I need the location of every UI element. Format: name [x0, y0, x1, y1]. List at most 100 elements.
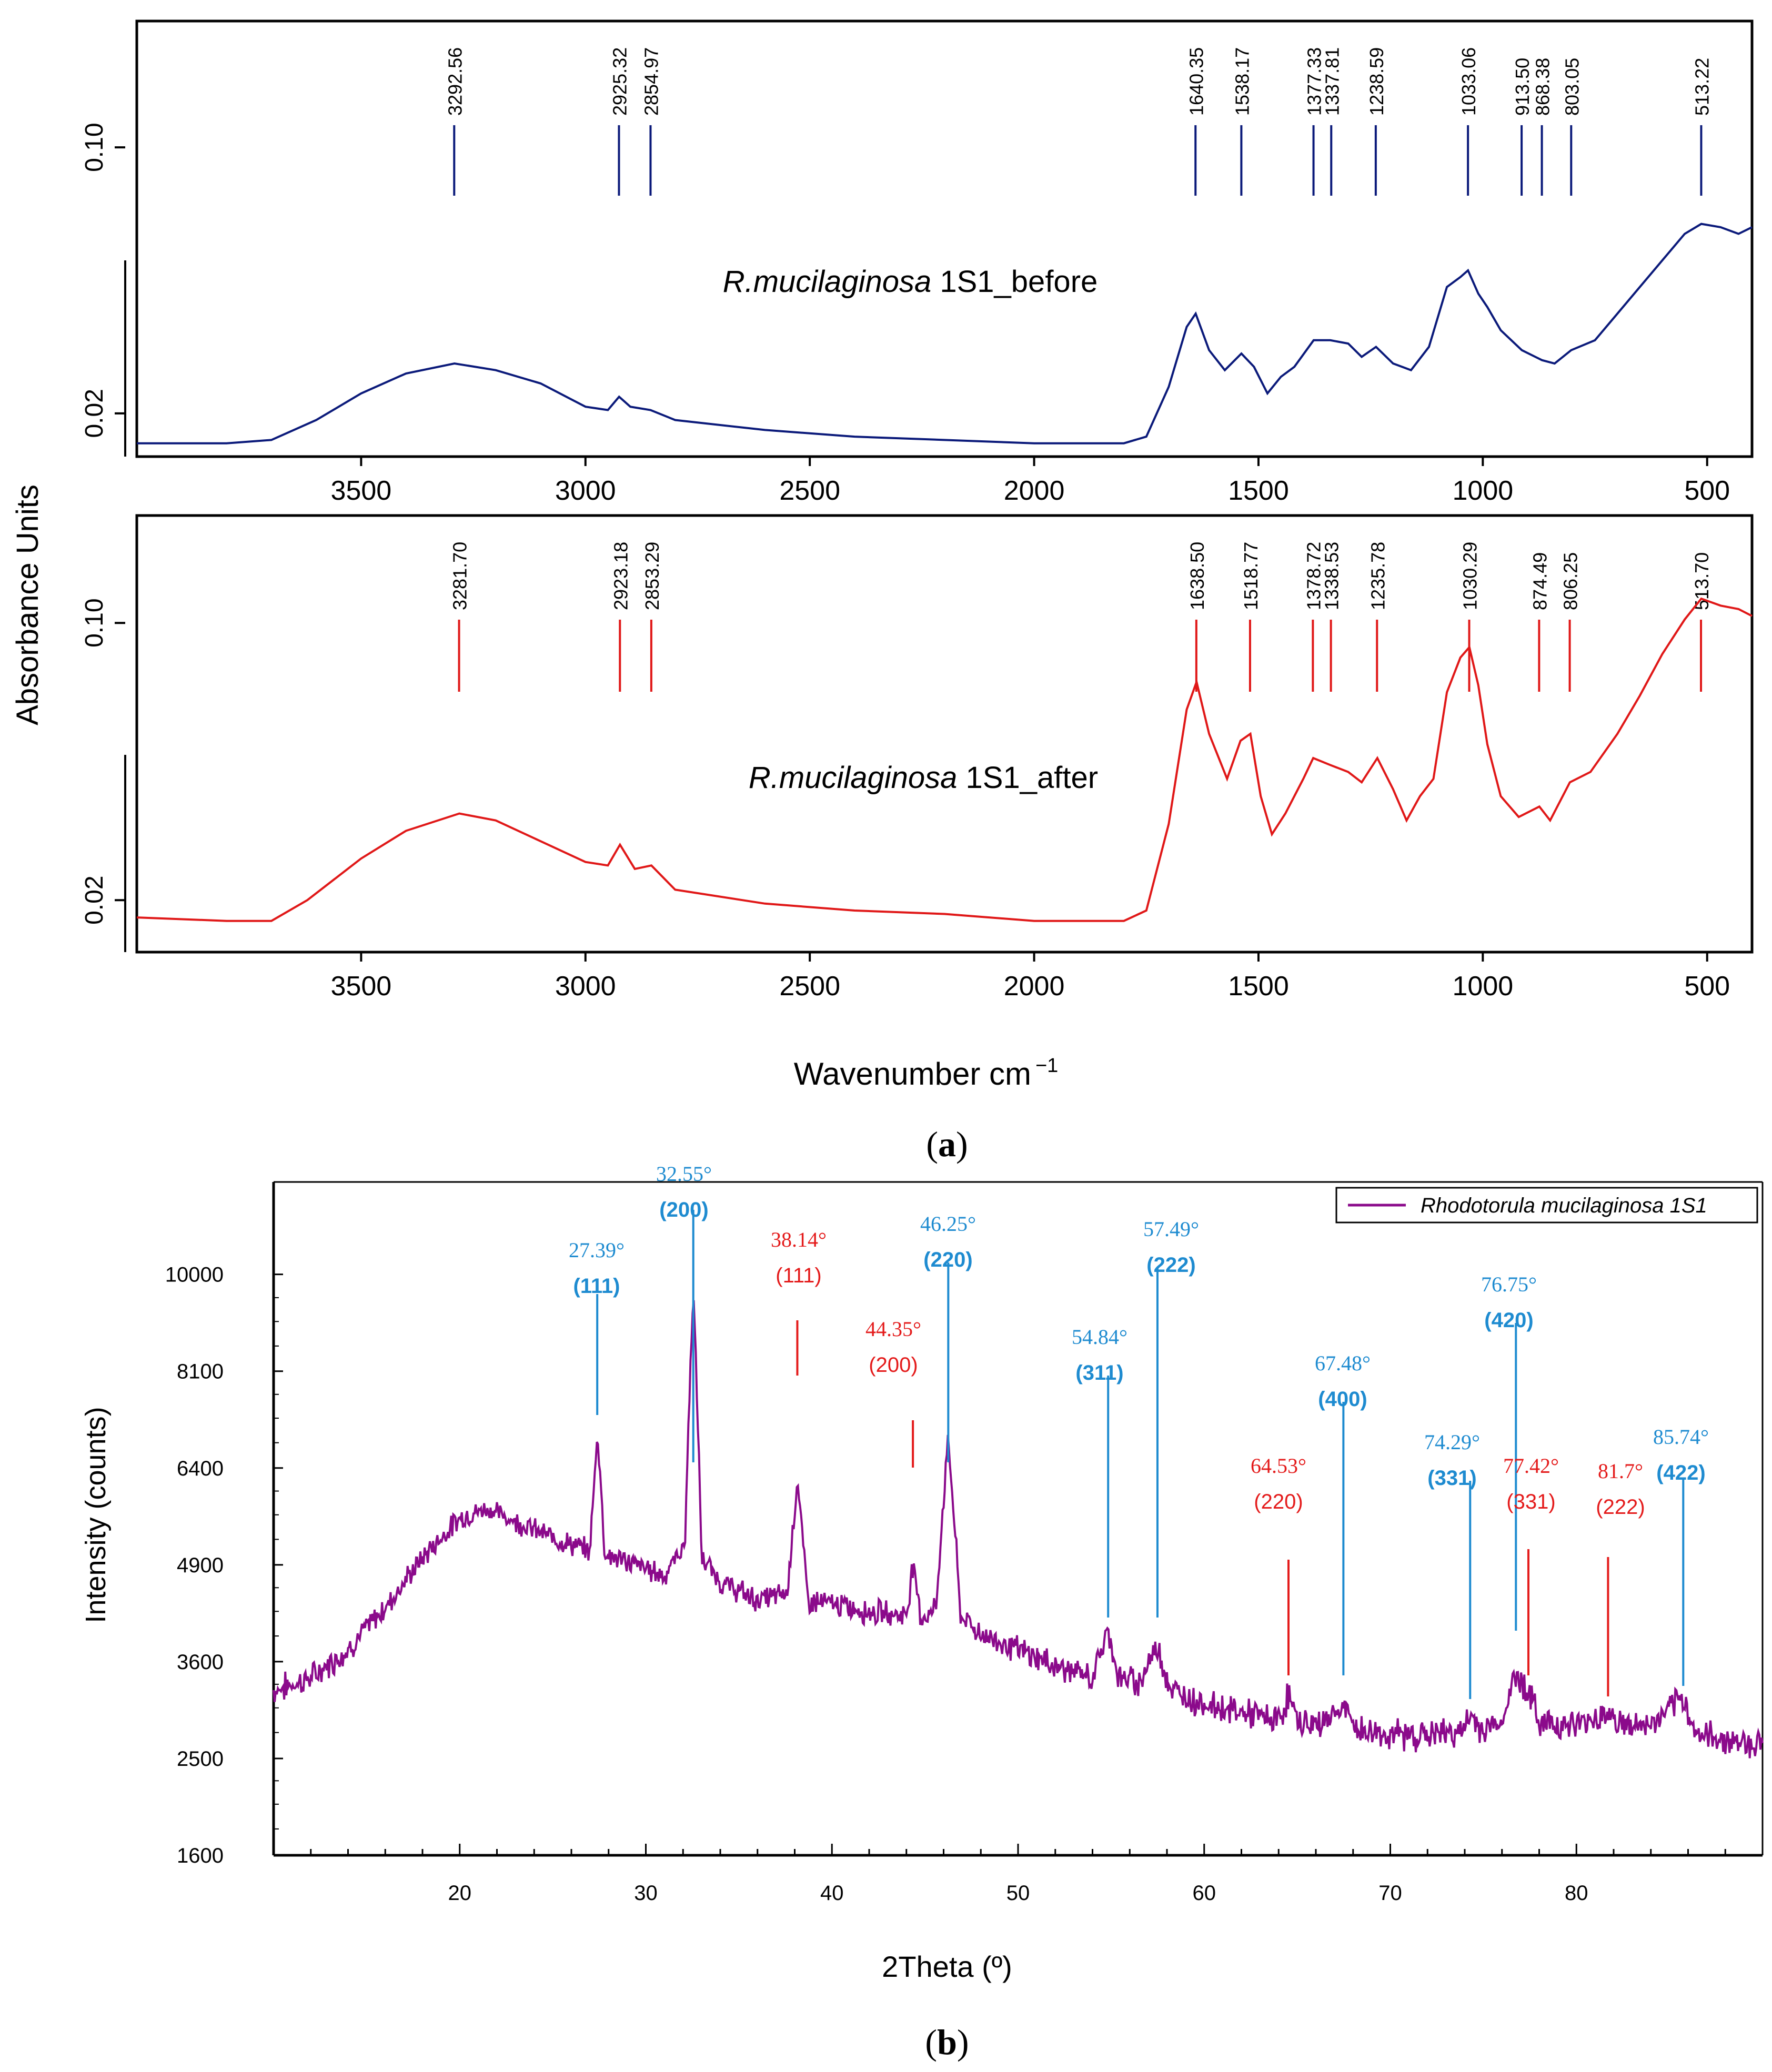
xrd-y-tick-label: 6400	[177, 1457, 224, 1480]
xrd-y-tick-label: 4900	[177, 1554, 224, 1577]
xrd-peak-hkl-label: (111)	[573, 1275, 620, 1298]
ftir-before-peak-label: 868.38	[1532, 58, 1554, 116]
xrd-y-tick-label: 3600	[177, 1651, 224, 1674]
ftir-after-y-tick-label: 0.10	[80, 598, 108, 647]
xrd-peak-hkl-label: (331)	[1506, 1490, 1555, 1513]
xrd-y-tick-label: 8100	[177, 1360, 224, 1383]
xrd-x-axis: 20 30 40 50 60 70 80	[310, 1844, 1726, 1905]
xrd-peak-hkl-label: (222)	[1596, 1495, 1645, 1519]
ftir-before-peak-label: 1238.59	[1366, 47, 1387, 116]
ftir-after-peak-label: 1030.29	[1459, 542, 1481, 610]
xrd-x-tick-label: 20	[448, 1882, 472, 1905]
xrd-peak-hkl-label: (200)	[869, 1353, 918, 1377]
xrd-x-tick-label: 40	[820, 1882, 844, 1905]
xrd-peak-angle-label: 27.39°	[569, 1238, 625, 1262]
xrd-peak-angle-label: 46.25°	[920, 1212, 976, 1236]
xrd-peak-hkl-label: (331)	[1427, 1467, 1476, 1490]
ftir-chart: 3500 3000 2500 2000 1500 1000 500 0.02 0.10 329…	[11, 19, 1754, 1164]
ftir-before-peak-label: 2854.97	[640, 47, 662, 116]
xrd-legend-box	[1335, 1187, 1758, 1224]
ftir-before-x-tick-label: 2000	[1004, 476, 1065, 506]
ftir-before-peak-label: 513.22	[1691, 58, 1713, 116]
ftir-after-x-tick-label: 2500	[779, 971, 840, 1002]
ftir-before-x-tick-label: 500	[1684, 476, 1730, 506]
ftir-after-peak-label: 1235.78	[1367, 542, 1388, 610]
ftir-after-peak-label: 1518.77	[1240, 542, 1262, 610]
ftir-x-axis-label: Wavenumber cm −1	[794, 1055, 1059, 1091]
ftir-after-x-tick-label: 1000	[1452, 971, 1513, 1002]
xrd-x-tick-label: 50	[1006, 1882, 1030, 1905]
ftir-after-peak-label: 1338.53	[1321, 542, 1343, 610]
ftir-after-x-tick-label: 1500	[1228, 971, 1289, 1002]
ftir-before-peak-markers: 3292.56 2925.32 2854.97 1640.35 1538.17 1377.…	[444, 47, 1713, 196]
xrd-peak-angle-label: 38.14°	[771, 1228, 827, 1251]
xrd-legend: Rhodotorula mucilaginosa 1S1	[1335, 1187, 1758, 1224]
xrd-peak-angle-label: 67.48°	[1315, 1351, 1371, 1375]
xrd-peak-hkl-label: (220)	[923, 1248, 972, 1271]
xrd-peak-hkl-label: (420)	[1484, 1309, 1533, 1332]
ftir-before-peak-label: 1337.81	[1321, 47, 1343, 116]
ftir-before-y-axis: 0.02 0.10	[80, 123, 126, 457]
ftir-after-x-tick-label: 3000	[555, 971, 616, 1002]
xrd-x-tick-label: 60	[1193, 1882, 1216, 1905]
ftir-after-peak-label: 1638.50	[1186, 542, 1208, 610]
ftir-after-peak-markers: 3281.70 2923.18 2853.29 1638.50 1518.77 1378.…	[449, 542, 1713, 692]
xrd-peak-labels: 27.39° (111) 32.55° (200) 38.14° (111) 44.35° (…	[569, 1162, 1709, 1699]
xrd-y-tick-label: 1600	[177, 1844, 224, 1867]
xrd-peak-hkl-label: (311)	[1075, 1361, 1123, 1384]
ftir-before-x-axis: 3500 3000 2500 2000 1500 1000 500	[331, 457, 1730, 506]
xrd-chart: 20 30 40 50 60 70 80 1600250036004900640081001…	[80, 1162, 1764, 2062]
xrd-peak-angle-label: 81.7°	[1598, 1459, 1643, 1483]
ftir-before-y-tick-label: 0.02	[80, 389, 108, 438]
xrd-peak-hkl-label: (220)	[1254, 1490, 1303, 1513]
ftir-before-y-tick-label: 0.10	[80, 123, 108, 171]
ftir-panel-before: 3500 3000 2500 2000 1500 1000 500 0.02 0.10 329…	[80, 19, 1754, 506]
xrd-caption: (b)	[925, 2022, 969, 2062]
ftir-after-peak-label: 874.49	[1529, 552, 1550, 610]
ftir-before-x-tick-label: 1000	[1452, 476, 1513, 506]
xrd-y-axis: 1600 2500 3600 4900 6400 8100 10000	[165, 1264, 283, 1867]
ftir-caption: (a)	[926, 1124, 968, 1164]
ftir-after-peak-label: 3281.70	[449, 542, 471, 610]
ftir-before-peak-label: 3292.56	[444, 47, 466, 116]
ftir-before-x-tick-label: 2500	[779, 476, 840, 506]
ftir-after-peak-label: 2923.18	[610, 542, 631, 610]
xrd-y-tick-label: 2500	[177, 1747, 224, 1771]
ftir-before-spectrum	[137, 223, 1753, 444]
ftir-panel-after: 3500 3000 2500 2000 1500 1000 500 0.02 0.10 328…	[80, 514, 1754, 1002]
xrd-peak-angle-label: 64.53°	[1251, 1454, 1306, 1478]
xrd-x-tick-label: 70	[1378, 1882, 1402, 1905]
xrd-peak-angle-label: 57.49°	[1143, 1217, 1199, 1241]
ftir-before-x-tick-label: 3000	[555, 476, 616, 506]
xrd-x-tick-label: 80	[1565, 1882, 1588, 1905]
ftir-after-peak-label: 1378.72	[1303, 542, 1324, 610]
xrd-peak-angle-label: 77.42°	[1503, 1454, 1559, 1478]
ftir-after-series-label: R.mucilaginosa 1S1_after	[749, 761, 1098, 795]
xrd-peak-angle-label: 76.75°	[1481, 1272, 1537, 1296]
ftir-before-peak-label: 1640.35	[1185, 47, 1207, 116]
ftir-after-plot-frame	[135, 514, 1754, 954]
ftir-before-peak-label: 1377.33	[1304, 47, 1325, 116]
ftir-before-peak-label: 1538.17	[1231, 47, 1253, 116]
ftir-after-spectrum	[136, 597, 1753, 922]
ftir-before-x-tick-label: 1500	[1228, 476, 1289, 506]
xrd-peak-angle-label: 32.55°	[656, 1162, 712, 1186]
xrd-peak-hkl-label: (222)	[1146, 1254, 1195, 1277]
xrd-peak-angle-label: 54.84°	[1072, 1325, 1127, 1349]
xrd-y-tick-label: 10000	[165, 1264, 224, 1287]
ftir-before-peak-label: 803.05	[1561, 58, 1583, 116]
xrd-peak-angle-label: 85.74°	[1653, 1425, 1709, 1449]
ftir-after-peak-label: 806.25	[1560, 552, 1582, 610]
ftir-after-y-tick-label: 0.02	[80, 875, 108, 924]
ftir-y-axis-label: Absorbance Units	[11, 484, 45, 725]
xrd-pattern	[273, 1300, 1764, 1758]
xrd-peak-hkl-label: (422)	[1656, 1461, 1705, 1484]
xrd-x-axis-label: 2Theta (º)	[882, 1950, 1012, 1983]
ftir-after-x-tick-label: 2000	[1004, 971, 1065, 1002]
ftir-before-peak-label: 913.50	[1512, 58, 1533, 116]
ftir-before-plot-frame	[135, 19, 1754, 458]
ftir-before-peak-label: 1033.06	[1458, 47, 1479, 116]
xrd-peak-angle-label: 74.29°	[1424, 1430, 1480, 1454]
xrd-x-tick-label: 30	[634, 1882, 658, 1905]
